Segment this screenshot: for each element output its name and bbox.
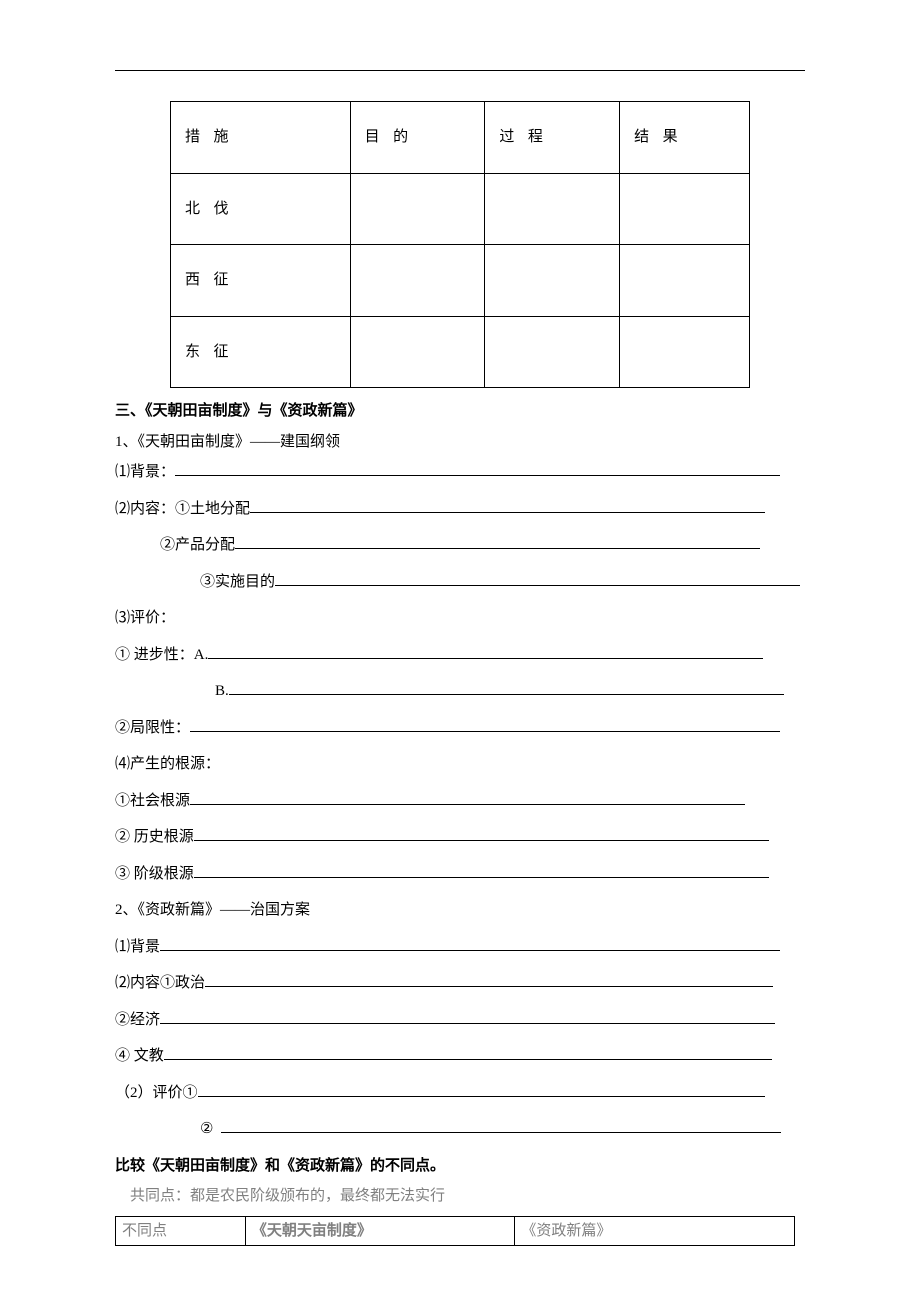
table-cell-empty: [620, 245, 750, 317]
table-cell-empty: [620, 173, 750, 245]
table-row: 不同点 《天朝天亩制度》 《资政新篇》: [116, 1216, 795, 1246]
cell-text: 措施: [185, 129, 242, 145]
table-cell: 《天朝天亩制度》: [245, 1216, 515, 1246]
table-cell-empty: [485, 245, 620, 317]
top-horizontal-rule: [115, 70, 805, 71]
table-row: 西征: [171, 245, 750, 317]
comparison-title: 比较《天朝田亩制度》和《资政新篇》的不同点。: [115, 1155, 805, 1178]
label-text: ② 历史根源: [115, 829, 194, 845]
table-cell: 不同点: [116, 1216, 246, 1246]
item-1-limitation: ②局限性：: [115, 717, 805, 740]
blank-line: [205, 972, 773, 987]
table-header-cell: 过程: [485, 102, 620, 174]
label-text: ①社会根源: [115, 793, 190, 809]
table-row: 措施 目的 过程 结果: [171, 102, 750, 174]
cell-text: 西征: [185, 272, 242, 288]
item-1-content-2: ②产品分配: [160, 534, 805, 557]
item-1-progress-b: B.: [215, 680, 805, 703]
cell-text: 过程: [499, 129, 556, 145]
label-text: ① 进步性：A.: [115, 647, 208, 663]
item-1-progress-a: ① 进步性：A.: [115, 644, 805, 667]
common-points: 共同点：都是农民阶级颁布的，最终都无法实行: [130, 1185, 805, 1208]
item-2-title: 2、《资政新篇》——治国方案: [115, 899, 805, 922]
label-text: ②产品分配: [160, 537, 235, 553]
blank-line: [250, 498, 765, 513]
blank-line: [175, 461, 780, 476]
label-text: ②经济: [115, 1012, 160, 1028]
blank-line: [235, 534, 760, 549]
item-1-root-3: ③ 阶级根源: [115, 863, 805, 886]
label-text: ⑴背景: [115, 939, 160, 955]
comparison-table: 不同点 《天朝天亩制度》 《资政新篇》: [115, 1216, 795, 1247]
table-row: 东征: [171, 316, 750, 388]
item-2-content-economy: ②经济: [115, 1009, 805, 1032]
cell-text: 目的: [365, 129, 422, 145]
label-text: ⑴背景：: [115, 464, 175, 480]
table-cell-empty: [350, 316, 485, 388]
item-1-roots: ⑷产生的根源：: [115, 753, 805, 776]
item-2-evaluation-1: （2）评价①: [115, 1082, 805, 1105]
item-1-background: ⑴背景：: [115, 461, 805, 484]
table-cell-empty: [350, 245, 485, 317]
table-cell: 《资政新篇》: [515, 1216, 795, 1246]
label-text: ⑵内容：①土地分配: [115, 501, 250, 517]
cell-text: 东征: [185, 344, 242, 360]
label-text: ②局限性：: [115, 720, 190, 736]
table-header-cell: 结果: [620, 102, 750, 174]
table-row: 北伐: [171, 173, 750, 245]
blank-line: [275, 571, 800, 586]
table-cell-empty: [485, 316, 620, 388]
blank-line: [229, 680, 784, 695]
blank-line: [160, 936, 780, 951]
item-1-content-3: ③实施目的: [160, 571, 805, 594]
table-cell-empty: [485, 173, 620, 245]
blank-line: [190, 717, 780, 732]
blank-line: [221, 1118, 781, 1133]
item-1-content-1: ⑵内容：①土地分配: [115, 498, 805, 521]
label-text: ④ 文教: [115, 1048, 164, 1064]
label-text: ②: [200, 1121, 213, 1137]
label-text: ③ 阶级根源: [115, 866, 194, 882]
table-cell-empty: [620, 316, 750, 388]
item-1-root-2: ② 历史根源: [115, 826, 805, 849]
label-text: ⑵内容①政治: [115, 975, 205, 991]
cell-text: 北伐: [185, 201, 242, 217]
blank-line: [194, 863, 769, 878]
blank-line: [160, 1009, 775, 1024]
section-3-title: 三、《天朝田亩制度》与《资政新篇》: [115, 400, 805, 423]
blank-line: [198, 1082, 765, 1097]
table-header-cell: 目的: [350, 102, 485, 174]
table-header-cell: 措施: [171, 102, 351, 174]
blank-line: [208, 644, 763, 659]
item-1-evaluation: ⑶评价：: [115, 607, 805, 630]
cell-text: 结果: [634, 129, 691, 145]
label-text: （2）评价①: [115, 1085, 198, 1101]
label-text: B.: [215, 683, 229, 699]
item-1-root-1: ①社会根源: [115, 790, 805, 813]
table-cell: 西征: [171, 245, 351, 317]
item-2-evaluation-2: ②: [200, 1118, 805, 1141]
blank-line: [194, 826, 769, 841]
table-cell: 东征: [171, 316, 351, 388]
item-1-title: 1、《天朝田亩制度》——建国纲领: [115, 431, 805, 454]
military-actions-table: 措施 目的 过程 结果 北伐 西征 东征: [170, 101, 750, 388]
item-2-content-politics: ⑵内容①政治: [115, 972, 805, 995]
blank-line: [164, 1045, 772, 1060]
label-text: ③实施目的: [200, 574, 275, 590]
item-2-content-education: ④ 文教: [115, 1045, 805, 1068]
table-cell: 北伐: [171, 173, 351, 245]
table-cell-empty: [350, 173, 485, 245]
item-2-background: ⑴背景: [115, 936, 805, 959]
blank-line: [190, 790, 745, 805]
